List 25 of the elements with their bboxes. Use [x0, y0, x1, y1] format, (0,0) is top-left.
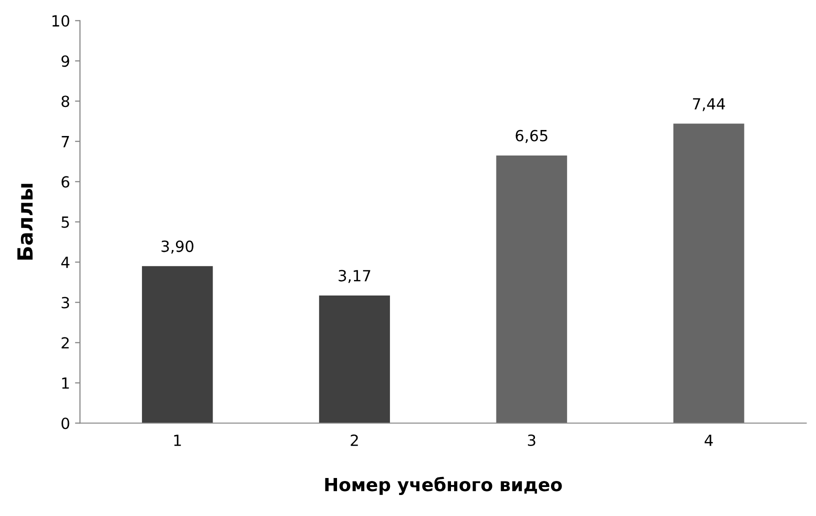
data-label: 3,90 [162, 240, 194, 254]
y-tick-label: 4 [61, 256, 70, 268]
bar [142, 266, 213, 424]
y-tick-label: 7 [62, 136, 69, 148]
bar [496, 155, 568, 424]
y-tick-label: 10 [52, 15, 70, 27]
data-label: 3,17 [338, 270, 370, 284]
x-tick-label: 3 [528, 434, 536, 446]
x-tick-label: 2 [350, 434, 358, 446]
y-axis-title: Баллы [17, 184, 33, 260]
y-tick-label: 5 [62, 216, 69, 228]
y-tick-label: 1 [62, 378, 69, 389]
data-label: 7,44 [693, 98, 725, 112]
y-tick-label: 2 [62, 337, 69, 348]
y-tick-label: 6 [62, 176, 70, 188]
data-label: 6,65 [516, 130, 548, 143]
y-tick-label: 9 [61, 55, 70, 67]
y-tick-label: 0 [62, 418, 70, 430]
x-tick-label: 4 [704, 434, 713, 446]
y-tick-label: 3 [62, 296, 70, 308]
x-tick-label: 1 [174, 434, 181, 446]
bar [673, 124, 744, 424]
x-axis-title: Номер учебного видео [325, 476, 562, 495]
bar [319, 296, 390, 424]
y-tick-label: 8 [62, 96, 70, 108]
